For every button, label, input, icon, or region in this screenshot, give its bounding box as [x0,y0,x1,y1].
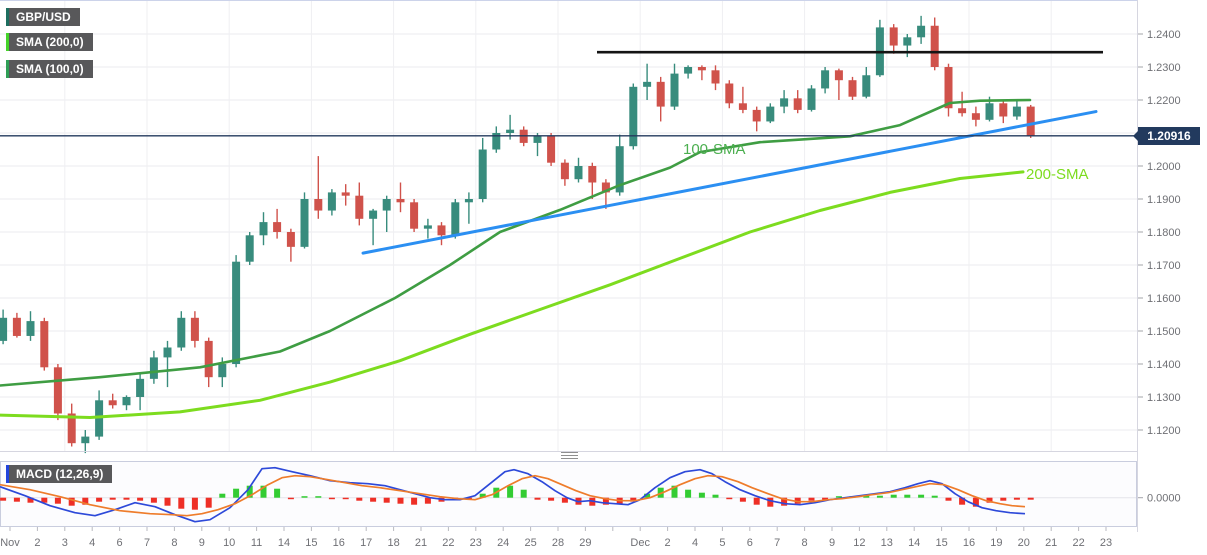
svg-text:1.2200: 1.2200 [1147,95,1181,107]
svg-text:20: 20 [1018,537,1030,549]
svg-text:13: 13 [881,537,893,549]
svg-text:1.2400: 1.2400 [1147,29,1181,41]
sma200-label: SMA (200,0) [16,35,84,49]
svg-text:22: 22 [442,537,454,549]
svg-text:9: 9 [199,537,205,549]
svg-text:23: 23 [470,537,482,549]
sma100-line [0,98,1032,387]
svg-text:8: 8 [171,537,177,549]
price-axis[interactable]: 1.2400 1.2300 1.2200 1.2000 1.1900 1.1800 1.17… [1138,29,1181,505]
sma100-label: SMA (100,0) [16,62,84,76]
legend-item-macd[interactable]: MACD (12,26,9) [6,465,113,483]
price-badge-arrow-icon [1133,131,1138,141]
candles-layer [0,15,1035,454]
svg-text:7: 7 [144,537,150,549]
svg-text:10: 10 [223,537,235,549]
svg-text:16: 16 [963,537,975,549]
svg-text:1.1600: 1.1600 [1147,293,1181,305]
macd-signal-line [0,474,1026,517]
last-price-value: 1.20916 [1147,129,1191,143]
svg-text:12: 12 [853,537,865,549]
svg-text:6: 6 [747,537,753,549]
svg-text:11: 11 [251,537,262,549]
legend-item-sma200[interactable]: SMA (200,0) [6,33,93,51]
svg-text:1.1400: 1.1400 [1147,359,1181,371]
svg-text:4: 4 [692,537,698,549]
svg-text:9: 9 [829,537,835,549]
svg-text:1.1900: 1.1900 [1147,194,1181,206]
annotation-100-sma: 100-SMA [683,141,746,158]
legend-item-sma100[interactable]: SMA (100,0) [6,60,93,78]
time-gridlines [64,1,1052,527]
svg-text:25: 25 [524,537,536,549]
pane-resize-handle-icon[interactable] [561,452,578,459]
sma200-color-bar [6,33,9,51]
svg-text:1.1300: 1.1300 [1147,392,1181,404]
svg-text:14: 14 [908,537,920,549]
svg-text:Dec: Dec [630,537,650,549]
svg-text:14: 14 [278,537,290,549]
svg-text:15: 15 [935,537,947,549]
svg-text:21: 21 [1045,537,1057,549]
svg-text:28: 28 [552,537,564,549]
svg-text:22: 22 [1072,537,1084,549]
sma100-color-bar [6,60,9,78]
svg-text:1.1800: 1.1800 [1147,227,1181,239]
svg-text:1.2000: 1.2000 [1147,161,1181,173]
svg-text:7: 7 [774,537,780,549]
svg-text:16: 16 [333,537,345,549]
svg-text:6: 6 [117,537,123,549]
svg-text:18: 18 [387,537,399,549]
svg-text:Nov: Nov [0,537,20,549]
svg-text:8: 8 [802,537,808,549]
svg-text:1.2300: 1.2300 [1147,62,1181,74]
macd-zero-label: 0.0000 [1147,493,1181,505]
svg-text:2: 2 [665,537,671,549]
svg-text:2: 2 [34,537,40,549]
svg-text:23: 23 [1100,537,1112,549]
sma200-line [0,170,1025,419]
svg-text:5: 5 [719,537,725,549]
svg-text:24: 24 [497,537,509,549]
symbol-label: GBP/USD [16,10,71,24]
svg-text:15: 15 [305,537,317,549]
pane-borders [0,0,1138,532]
svg-text:29: 29 [579,537,591,549]
macd-label: MACD (12,26,9) [16,467,104,481]
svg-text:1.1500: 1.1500 [1147,326,1181,338]
svg-text:3: 3 [62,537,68,549]
svg-text:21: 21 [415,537,427,549]
macd-color-bar [6,465,9,483]
svg-text:4: 4 [89,537,95,549]
last-price-badge: 1.20916 [1133,127,1200,145]
symbol-color-bar [6,8,9,26]
svg-text:19: 19 [990,537,1002,549]
svg-text:17: 17 [360,537,372,549]
legend-item-symbol[interactable]: GBP/USD [6,8,80,26]
svg-text:1.1700: 1.1700 [1147,260,1181,272]
time-axis[interactable]: Nov 2 3 4 6 7 8 9 10 11 14 15 16 17 18 21 22 23 24 25 28 29 De… [0,527,1112,549]
annotation-200-sma: 200-SMA [1026,166,1089,183]
svg-text:1.1200: 1.1200 [1147,425,1181,437]
